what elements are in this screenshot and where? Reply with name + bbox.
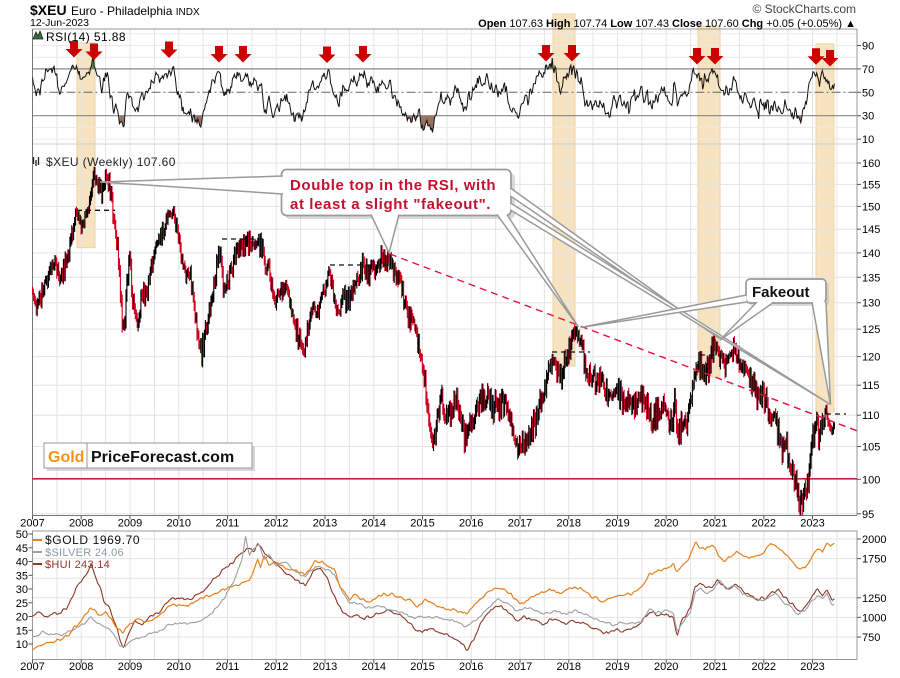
svg-text:2015: 2015	[410, 661, 434, 673]
svg-text:50: 50	[16, 529, 28, 541]
svg-text:2019: 2019	[605, 518, 629, 530]
svg-text:1750: 1750	[862, 554, 886, 566]
svg-text:2021: 2021	[703, 518, 727, 530]
svg-text:45: 45	[16, 543, 28, 555]
svg-text:2000: 2000	[862, 534, 886, 546]
svg-text:2007: 2007	[20, 661, 44, 673]
svg-text:750: 750	[862, 632, 880, 644]
svg-text:$XEU (Weekly) 107.60: $XEU (Weekly) 107.60	[46, 155, 176, 169]
svg-text:2016: 2016	[459, 661, 483, 673]
svg-text:2014: 2014	[362, 661, 386, 673]
svg-text:160: 160	[862, 158, 880, 170]
svg-text:125: 125	[862, 324, 880, 336]
svg-text:15: 15	[16, 625, 28, 637]
svg-text:2011: 2011	[216, 518, 240, 530]
svg-text:135: 135	[862, 272, 880, 284]
svg-text:at least a slight "fakeout".: at least a slight "fakeout".	[290, 196, 491, 213]
svg-text:70: 70	[862, 64, 874, 76]
svg-text:2018: 2018	[557, 518, 581, 530]
svg-text:25: 25	[16, 598, 28, 610]
svg-text:2016: 2016	[459, 518, 483, 530]
svg-text:2018: 2018	[557, 661, 581, 673]
svg-text:100: 100	[862, 474, 880, 486]
svg-text:2008: 2008	[69, 661, 93, 673]
svg-text:2023: 2023	[800, 518, 824, 530]
svg-text:RSI(14) 51.88: RSI(14) 51.88	[46, 30, 126, 44]
svg-text:2011: 2011	[216, 661, 240, 673]
svg-text:$HUI 243.14: $HUI 243.14	[45, 559, 110, 571]
svg-text:2020: 2020	[654, 661, 678, 673]
svg-text:150: 150	[862, 201, 880, 213]
svg-text:10: 10	[862, 134, 874, 146]
svg-text:1000: 1000	[862, 612, 886, 624]
svg-text:Euro - Philadelphia INDX: Euro - Philadelphia INDX	[71, 4, 200, 18]
svg-text:2021: 2021	[703, 661, 727, 673]
svg-text:115: 115	[862, 380, 880, 392]
svg-text:1250: 1250	[862, 593, 886, 605]
svg-text:50: 50	[862, 87, 874, 99]
svg-text:PriceForecast.com: PriceForecast.com	[91, 449, 234, 466]
svg-text:30: 30	[16, 584, 28, 596]
svg-text:$SILVER 24.06: $SILVER 24.06	[45, 547, 124, 559]
svg-text:2017: 2017	[508, 661, 532, 673]
svg-text:2010: 2010	[167, 518, 191, 530]
svg-text:Open 107.63 High 107.74 Low 10: Open 107.63 High 107.74 Low 107.43 Close…	[478, 18, 856, 30]
svg-text:2019: 2019	[605, 661, 629, 673]
svg-text:2023: 2023	[800, 661, 824, 673]
svg-text:140: 140	[862, 248, 880, 260]
svg-text:95: 95	[862, 509, 874, 521]
svg-text:130: 130	[862, 298, 880, 310]
svg-text:$GOLD 1969.70: $GOLD 1969.70	[45, 533, 140, 547]
svg-text:10: 10	[16, 639, 28, 651]
svg-text:105: 105	[862, 442, 880, 454]
svg-text:2010: 2010	[167, 661, 191, 673]
svg-text:2009: 2009	[118, 518, 142, 530]
svg-text:30: 30	[862, 111, 874, 123]
svg-text:2020: 2020	[654, 518, 678, 530]
svg-text:2022: 2022	[752, 518, 776, 530]
svg-text:35: 35	[16, 570, 28, 582]
svg-text:© StockCharts.com: © StockCharts.com	[752, 2, 856, 16]
svg-text:12-Jun-2023: 12-Jun-2023	[30, 17, 89, 29]
svg-text:145: 145	[862, 224, 880, 236]
svg-text:Fakeout: Fakeout	[752, 284, 810, 301]
svg-text:2007: 2007	[20, 518, 44, 530]
svg-text:110: 110	[862, 410, 880, 422]
svg-text:20: 20	[16, 612, 28, 624]
svg-text:2022: 2022	[752, 661, 776, 673]
svg-text:Gold: Gold	[48, 449, 84, 466]
svg-text:120: 120	[862, 352, 880, 364]
svg-text:2013: 2013	[313, 518, 337, 530]
svg-text:Double top in the RSI, with: Double top in the RSI, with	[290, 177, 496, 194]
svg-text:2012: 2012	[264, 661, 288, 673]
svg-text:155: 155	[862, 179, 880, 191]
svg-text:2013: 2013	[313, 661, 337, 673]
svg-text:2015: 2015	[410, 518, 434, 530]
svg-text:2014: 2014	[362, 518, 386, 530]
svg-text:40: 40	[16, 557, 28, 569]
svg-text:2008: 2008	[69, 518, 93, 530]
svg-text:2012: 2012	[264, 518, 288, 530]
svg-text:90: 90	[862, 41, 874, 53]
svg-text:$XEU: $XEU	[30, 2, 67, 18]
svg-text:2017: 2017	[508, 518, 532, 530]
svg-text:2009: 2009	[118, 661, 142, 673]
